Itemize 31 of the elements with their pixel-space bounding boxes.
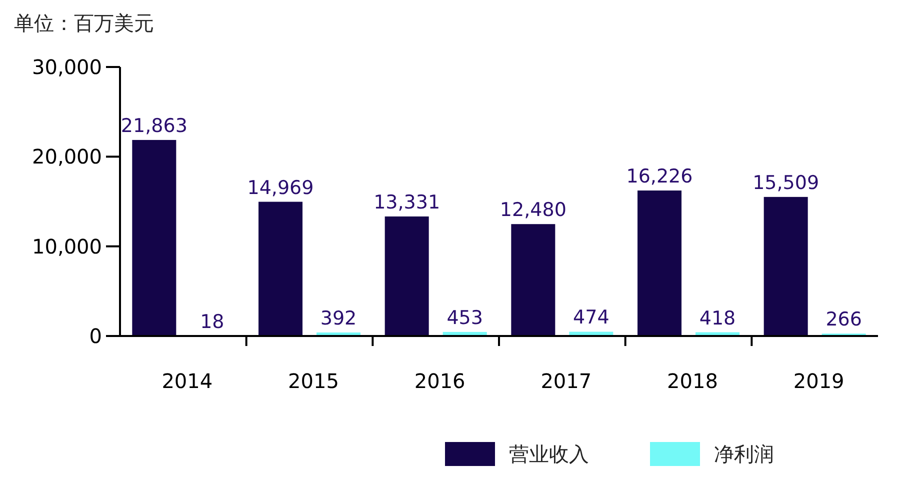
x-tick-label: 2015 <box>288 369 339 393</box>
data-label: 16,226 <box>626 166 693 188</box>
data-label: 18 <box>200 310 224 333</box>
data-label: 12,480 <box>500 199 566 222</box>
data-label: 474 <box>573 306 610 329</box>
x-tick-label: 2018 <box>667 369 718 393</box>
y-tick-label: 30,000 <box>32 55 102 79</box>
x-tick-label: 2014 <box>162 369 213 393</box>
bar <box>638 190 682 336</box>
legend-label: 净利润 <box>714 442 774 466</box>
legend-label: 营业收入 <box>509 442 589 466</box>
data-label: 21,863 <box>120 114 188 137</box>
x-tick-label: 2017 <box>540 369 592 393</box>
data-label: 418 <box>699 307 736 330</box>
data-label: 392 <box>320 307 357 330</box>
bar <box>764 196 808 336</box>
bar <box>258 202 302 336</box>
x-tick-label: 2016 <box>414 369 466 393</box>
bar <box>511 224 556 336</box>
data-label: 14,969 <box>247 176 314 199</box>
data-label: 13,331 <box>374 191 440 214</box>
x-tick-label: 2019 <box>793 369 844 393</box>
data-label: 15,509 <box>752 172 820 194</box>
y-tick-label: 10,000 <box>32 234 102 258</box>
data-label: 266 <box>826 308 862 331</box>
data-label: 453 <box>446 306 483 329</box>
y-axis-title: 单位：百万美元 <box>14 11 154 35</box>
y-tick-label: 0 <box>89 324 102 348</box>
bar <box>384 216 429 336</box>
y-tick-label: 20,000 <box>32 144 102 169</box>
bar <box>132 140 176 336</box>
